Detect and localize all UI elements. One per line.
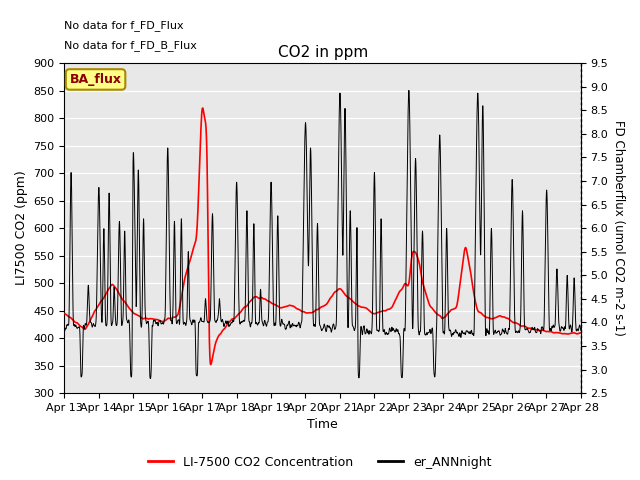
Y-axis label: LI7500 CO2 (ppm): LI7500 CO2 (ppm) [15, 171, 28, 286]
Y-axis label: FD Chamberflux (umol CO2 m-2 s-1): FD Chamberflux (umol CO2 m-2 s-1) [612, 120, 625, 336]
Text: BA_flux: BA_flux [70, 73, 122, 86]
Text: No data for f_FD_Flux: No data for f_FD_Flux [65, 20, 184, 31]
Legend: LI-7500 CO2 Concentration, er_ANNnight: LI-7500 CO2 Concentration, er_ANNnight [143, 451, 497, 474]
Text: No data for f_FD_B_Flux: No data for f_FD_B_Flux [65, 40, 197, 51]
X-axis label: Time: Time [307, 419, 338, 432]
Title: CO2 in ppm: CO2 in ppm [278, 46, 368, 60]
